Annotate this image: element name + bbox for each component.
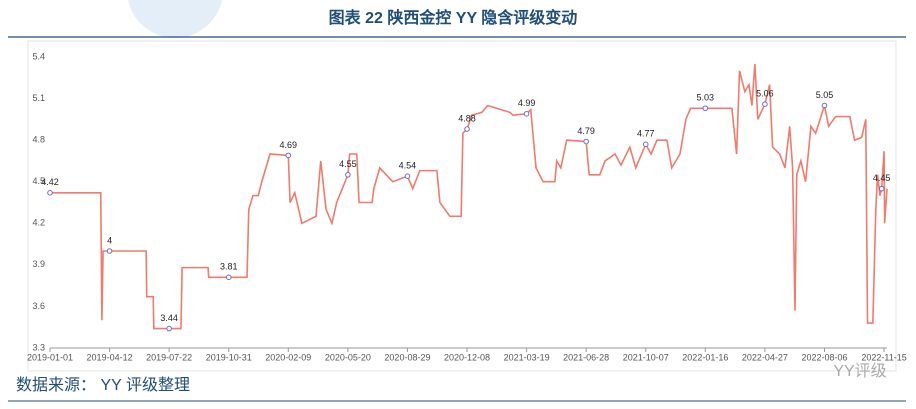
- plot-frame: [27, 40, 897, 372]
- watermark: YY评级: [833, 362, 886, 380]
- avatar-decoration: [128, 0, 222, 38]
- x-tick-label: 2022-01-16: [682, 352, 728, 362]
- value-label: 4.42: [41, 177, 59, 187]
- value-label: 3.44: [160, 313, 178, 323]
- x-tick-label: 2019-04-12: [87, 352, 133, 362]
- value-label: 4.69: [280, 140, 298, 150]
- value-label: 5.03: [697, 93, 715, 103]
- y-tick-label: 4.2: [32, 218, 45, 228]
- value-label: 4.55: [339, 159, 357, 169]
- x-tick-label: 2020-02-09: [265, 352, 311, 362]
- x-tick-label: 2021-03-19: [504, 352, 550, 362]
- value-label: 4.77: [637, 129, 655, 139]
- x-tick-label: 2022-08-06: [801, 352, 847, 362]
- point-marker: [47, 190, 53, 196]
- point-marker: [642, 141, 649, 148]
- point-marker: [702, 105, 709, 112]
- point-marker: [821, 102, 828, 109]
- point-marker: [878, 185, 885, 192]
- value-label: 5.06: [756, 88, 774, 98]
- chart-title: 图表 22 陕西金控 YY 隐含评级变动: [329, 8, 578, 27]
- x-tick-label: 2021-06-28: [563, 352, 609, 362]
- value-label: 4: [107, 235, 112, 245]
- source-note: 数据来源： YY 评级整理: [16, 376, 190, 394]
- x-tick-label: 2019-10-31: [206, 352, 252, 362]
- x-tick-label: 2022-11-15: [861, 352, 906, 362]
- x-tick-label: 2020-12-08: [444, 352, 490, 362]
- point-marker: [404, 173, 411, 179]
- value-label: 4.88: [458, 113, 476, 123]
- point-marker: [345, 171, 351, 178]
- value-label: 4.45: [873, 173, 891, 183]
- y-tick-label: 5.1: [32, 93, 45, 103]
- y-tick-label: 4.5: [32, 176, 45, 186]
- y-tick-label: 3.9: [32, 259, 45, 269]
- x-tick-label: 2020-05-20: [325, 352, 371, 362]
- value-label: 4.79: [577, 126, 595, 136]
- x-tick-label: 2021-10-07: [623, 352, 669, 362]
- point-marker: [106, 248, 113, 254]
- point-marker: [583, 138, 589, 145]
- y-tick-label: 5.4: [32, 51, 45, 61]
- y-tick-label: 3.6: [32, 301, 45, 311]
- point-marker: [166, 325, 172, 332]
- y-tick-label: 3.3: [32, 342, 45, 352]
- point-marker: [225, 274, 232, 281]
- x-tick-label: 2019-01-01: [27, 352, 73, 362]
- point-marker: [464, 126, 470, 132]
- point-marker: [285, 152, 292, 159]
- point-marker: [762, 101, 768, 107]
- value-label: 3.81: [220, 262, 238, 272]
- value-label: 5.05: [816, 90, 834, 100]
- line: [50, 63, 888, 330]
- x-tick-label: 2019-07-22: [146, 352, 192, 362]
- x-tick-label: 2020-08-29: [384, 352, 430, 362]
- x-tick-label: 2022-04-27: [742, 352, 788, 362]
- value-label: 4.99: [518, 98, 536, 108]
- point-marker: [523, 111, 530, 117]
- value-label: 4.54: [399, 161, 417, 171]
- y-tick-label: 4.8: [32, 135, 45, 145]
